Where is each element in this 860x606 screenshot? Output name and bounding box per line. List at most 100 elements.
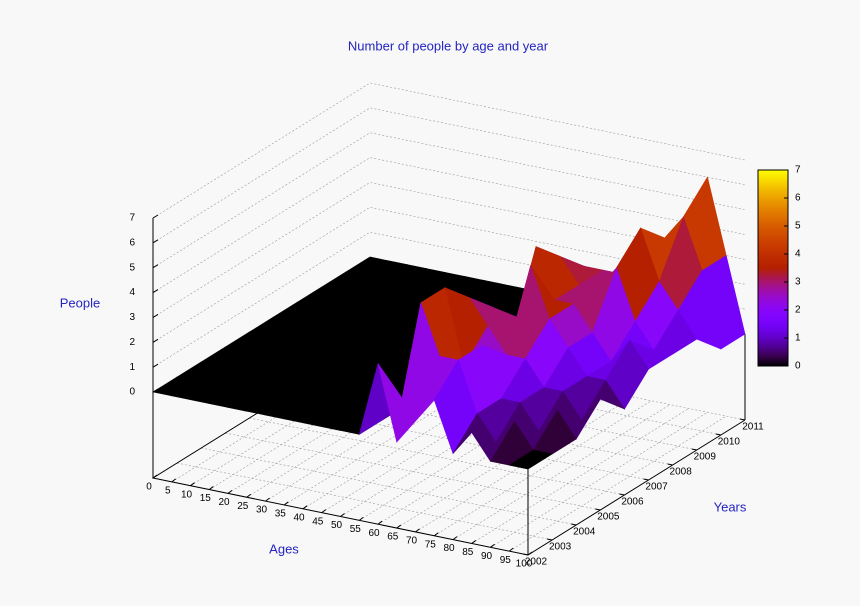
x-tick-label: 65 — [387, 532, 399, 543]
z-tick-label: 6 — [129, 237, 135, 248]
y-tick-label: 2005 — [597, 512, 620, 523]
colorbar-tick-label: 5 — [795, 221, 801, 232]
x-axis-label: Ages — [269, 541, 299, 556]
x-tick — [302, 505, 308, 510]
z-axis-label: People — [60, 295, 100, 310]
colorbar-tick-label: 2 — [795, 305, 801, 316]
grid-line — [152, 157, 746, 293]
y-tick-label: 2003 — [549, 542, 572, 553]
z-tick — [152, 289, 159, 294]
colorbar-tick-label: 7 — [795, 165, 801, 176]
grid-line — [152, 206, 746, 343]
y-axis-label: Years — [714, 499, 747, 514]
grid-line — [452, 404, 671, 540]
x-tick-label: 85 — [462, 547, 474, 558]
x-tick-label: 55 — [350, 524, 362, 535]
y-tick — [547, 538, 553, 541]
z-tick-label: 4 — [129, 287, 135, 298]
x-tick — [283, 501, 289, 506]
x-tick — [452, 536, 458, 540]
x-tick — [321, 509, 327, 514]
grid-line — [509, 415, 727, 552]
z-tick-label: 5 — [129, 262, 135, 273]
grid-line — [490, 412, 708, 548]
y-tick-label: 2010 — [718, 437, 741, 448]
x-tick-label: 35 — [275, 509, 287, 520]
z-tick-label: 3 — [129, 312, 135, 323]
chart-title: Number of people by age and year — [348, 38, 549, 53]
z-tick-label: 0 — [129, 387, 135, 398]
x-tick-label: 95 — [500, 555, 512, 566]
z-tick-label: 7 — [129, 213, 135, 224]
grid-line — [152, 231, 746, 368]
surface-cell — [508, 449, 553, 470]
grid-line — [152, 182, 746, 318]
x-tick — [358, 516, 364, 521]
y-tick-label: 2008 — [670, 467, 693, 478]
x-tick-label: 15 — [200, 493, 212, 504]
x-tick — [377, 520, 383, 525]
y-tick — [595, 508, 601, 511]
grid-line — [152, 107, 746, 244]
z-tick-label: 2 — [129, 337, 135, 348]
colorbar — [757, 169, 789, 367]
grid-line — [152, 132, 746, 268]
y-tick — [667, 463, 673, 466]
x-tick — [227, 489, 233, 494]
y-tick — [739, 418, 746, 421]
colorbar-tick-label: 0 — [795, 361, 801, 372]
x-tick-label: 70 — [406, 536, 418, 547]
x-tick — [490, 543, 495, 548]
colorbar-tick-label: 3 — [795, 277, 801, 288]
grid-line — [152, 82, 746, 219]
x-tick-label: 80 — [443, 543, 455, 554]
x-tick-label: 50 — [331, 520, 343, 531]
x-tick-label: 60 — [368, 528, 380, 539]
z-tick-label: 1 — [129, 362, 135, 373]
x-tick — [471, 540, 477, 544]
z-tick — [152, 214, 159, 219]
z-tick — [152, 363, 159, 368]
x-tick — [208, 486, 214, 490]
x-tick — [190, 482, 195, 487]
x-tick — [508, 547, 514, 552]
x-tick-label: 30 — [256, 505, 268, 516]
x-tick-label: 25 — [237, 501, 249, 512]
y-tick — [643, 478, 649, 481]
x-tick — [340, 513, 345, 517]
x-tick-label: 0 — [146, 482, 152, 493]
y-tick-label: 2011 — [742, 422, 764, 433]
y-tick — [715, 433, 721, 436]
x-tick-label: 45 — [312, 516, 324, 527]
y-tick-label: 2004 — [573, 527, 596, 538]
grid-line — [415, 396, 633, 533]
x-tick — [246, 493, 252, 498]
x-tick-label: 20 — [218, 497, 230, 508]
colorbar-tick-label: 6 — [795, 193, 801, 204]
grid-line — [471, 408, 689, 544]
x-tick — [415, 528, 420, 533]
grid-line — [434, 400, 652, 537]
x-tick-label: 90 — [481, 551, 493, 562]
x-tick-label: 75 — [425, 539, 437, 550]
colorbar-tick-label: 1 — [795, 333, 801, 344]
z-tick — [152, 264, 159, 269]
x-tick-label: 5 — [165, 485, 171, 496]
x-tick — [265, 497, 270, 502]
x-tick — [433, 532, 439, 537]
y-tick-label: 2006 — [621, 497, 644, 508]
x-tick-label: 100 — [516, 559, 533, 570]
x-tick — [171, 478, 177, 483]
y-tick-label: 2007 — [645, 482, 668, 493]
z-tick — [152, 239, 159, 244]
y-tick-label: 2009 — [694, 452, 717, 463]
y-tick — [571, 523, 577, 526]
x-tick-label: 40 — [293, 512, 305, 523]
colorbar-tick-label: 4 — [795, 249, 801, 260]
z-tick — [152, 338, 159, 343]
z-tick — [152, 313, 159, 318]
y-tick-label: 2002 — [525, 557, 548, 568]
x-tick — [396, 524, 402, 529]
y-tick — [691, 448, 697, 451]
